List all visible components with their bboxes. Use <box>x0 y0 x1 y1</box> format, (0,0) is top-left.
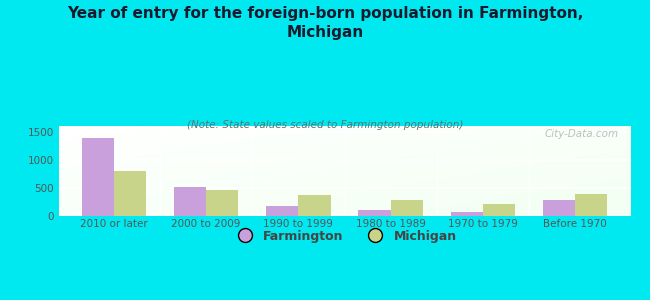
Bar <box>298 195 331 216</box>
Bar <box>543 200 575 216</box>
Bar <box>174 187 206 216</box>
Bar <box>114 171 146 216</box>
Bar <box>358 210 391 216</box>
Bar <box>266 206 298 216</box>
Text: Year of entry for the foreign-born population in Farmington,
Michigan: Year of entry for the foreign-born popul… <box>67 6 583 40</box>
Bar <box>391 200 423 216</box>
Bar <box>206 190 239 216</box>
Bar <box>81 138 114 216</box>
Bar <box>483 204 515 216</box>
Text: (Note: State values scaled to Farmington population): (Note: State values scaled to Farmington… <box>187 120 463 130</box>
Bar <box>450 212 483 216</box>
Legend: Farmington, Michigan: Farmington, Michigan <box>227 224 462 248</box>
Text: City-Data.com: City-Data.com <box>545 129 619 139</box>
Bar <box>575 194 608 216</box>
